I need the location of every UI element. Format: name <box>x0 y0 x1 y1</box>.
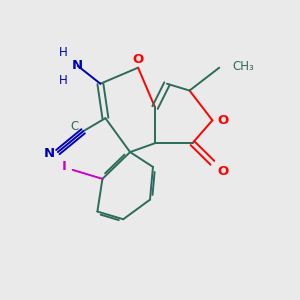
Text: C: C <box>71 120 79 133</box>
Text: N: N <box>72 59 83 72</box>
Text: O: O <box>133 53 144 66</box>
Text: O: O <box>217 114 228 127</box>
Text: H: H <box>58 74 67 87</box>
Text: I: I <box>62 160 67 173</box>
Text: H: H <box>58 46 67 59</box>
Text: CH₃: CH₃ <box>232 60 254 73</box>
Text: O: O <box>217 165 228 178</box>
Text: N: N <box>44 147 55 160</box>
